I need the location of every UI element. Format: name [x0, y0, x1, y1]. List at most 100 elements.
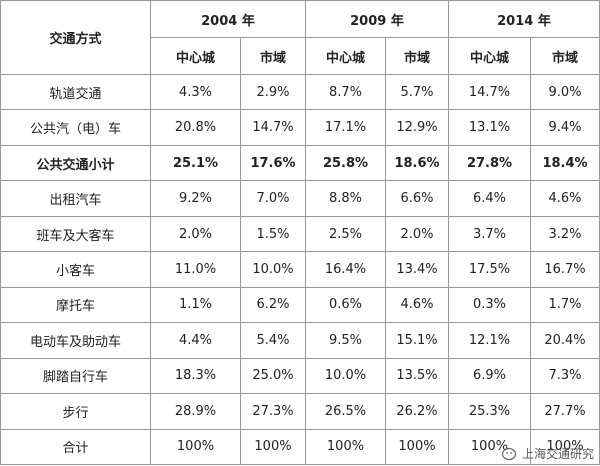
share-cell: 4.6%	[385, 286, 449, 324]
share-cell: 16.4%	[305, 251, 386, 288]
share-cell: 2.9%	[240, 73, 306, 111]
share-cell: 1.1%	[150, 286, 241, 324]
table-row: 班车及大客车 2.0% 1.5% 2.5% 2.0% 3.7% 3.2%	[0, 215, 600, 253]
area-header: 中心城	[448, 37, 531, 75]
share-cell: 14.7%	[240, 109, 306, 146]
watermark-text: 上海交通研究	[521, 447, 594, 461]
mode-label: 公共汽（电）车	[0, 109, 151, 146]
table-row: 步行 28.9% 27.3% 26.5% 26.2% 25.3% 27.7%	[0, 393, 600, 430]
table-row: 公共交通小计 25.1% 17.6% 25.8% 18.6% 27.8% 18.4%	[0, 144, 600, 182]
share-cell: 13.5%	[385, 357, 449, 395]
year-header: 2004 年	[150, 0, 306, 38]
table-row: 出租汽车 9.2% 7.0% 8.8% 6.6% 6.4% 4.6%	[0, 180, 600, 217]
share-cell: 3.2%	[530, 215, 600, 253]
share-cell: 10.0%	[305, 357, 386, 395]
share-cell: 0.3%	[448, 286, 531, 324]
mode-label: 电动车及助动车	[0, 322, 151, 359]
area-header: 中心城	[150, 37, 241, 75]
table-row: 轨道交通 4.3% 2.9% 8.7% 5.7% 14.7% 9.0%	[0, 73, 600, 111]
share-cell: 15.1%	[385, 322, 449, 359]
share-cell: 4.3%	[150, 73, 241, 111]
mode-label: 脚踏自行车	[0, 357, 151, 395]
share-cell: 25.3%	[448, 393, 531, 430]
share-cell: 26.2%	[385, 393, 449, 430]
share-cell: 7.3%	[530, 357, 600, 395]
header-row: 交通方式 2004 年 2009 年 2014 年	[0, 0, 600, 75]
share-cell: 2.0%	[150, 215, 241, 253]
share-cell: 9.2%	[150, 180, 241, 217]
share-cell: 18.3%	[150, 357, 241, 395]
share-cell: 100%	[530, 428, 600, 466]
mode-label: 班车及大客车	[0, 215, 151, 253]
share-cell: 25.1%	[150, 144, 241, 182]
share-cell: 18.6%	[385, 144, 449, 182]
share-cell: 9.5%	[305, 322, 386, 359]
mode-label: 摩托车	[0, 286, 151, 324]
share-cell: 20.4%	[530, 322, 600, 359]
share-cell: 8.7%	[305, 73, 386, 111]
table-row: 合计 100% 100% 100% 100% 100% 100%	[0, 428, 600, 466]
share-cell: 6.6%	[385, 180, 449, 217]
share-cell: 17.6%	[240, 144, 306, 182]
table-row: 小客车 11.0% 10.0% 16.4% 13.4% 17.5% 16.7%	[0, 251, 600, 288]
share-cell: 26.5%	[305, 393, 386, 430]
share-cell: 9.4%	[530, 109, 600, 146]
share-cell: 4.4%	[150, 322, 241, 359]
share-cell: 27.7%	[530, 393, 600, 430]
share-cell: 25.8%	[305, 144, 386, 182]
share-cell: 20.8%	[150, 109, 241, 146]
share-cell: 6.9%	[448, 357, 531, 395]
watermark: 上海交通研究	[501, 445, 594, 462]
share-cell: 13.4%	[385, 251, 449, 288]
mode-label: 公共交通小计	[0, 144, 151, 182]
share-cell: 3.7%	[448, 215, 531, 253]
share-cell: 8.8%	[305, 180, 386, 217]
share-cell: 13.1%	[448, 109, 531, 146]
share-cell: 17.5%	[448, 251, 531, 288]
mode-label: 小客车	[0, 251, 151, 288]
share-cell: 6.2%	[240, 286, 306, 324]
share-cell: 9.0%	[530, 73, 600, 111]
share-cell: 2.0%	[385, 215, 449, 253]
subheader-row: 中心城 市域 中心城 市域 中心城 市域	[1, 37, 600, 75]
share-cell: 100%	[240, 428, 306, 466]
share-cell: 11.0%	[150, 251, 241, 288]
share-cell: 2.5%	[305, 215, 386, 253]
share-cell: 28.9%	[150, 393, 241, 430]
share-cell: 100%	[385, 428, 449, 466]
header-title: 交通方式	[0, 0, 151, 75]
wechat-icon	[501, 447, 517, 460]
area-header: 市域	[385, 37, 449, 75]
share-cell: 12.1%	[448, 322, 531, 359]
table-row: 脚踏自行车 18.3% 25.0% 10.0% 13.5% 6.9% 7.3%	[0, 357, 600, 395]
share-cell: 4.6%	[530, 180, 600, 217]
share-cell: 12.9%	[385, 109, 449, 146]
share-cell: 1.7%	[530, 286, 600, 324]
share-cell: 16.7%	[530, 251, 600, 288]
share-cell: 27.8%	[448, 144, 531, 182]
share-cell: 100%	[305, 428, 386, 466]
table-row: 摩托车 1.1% 6.2% 0.6% 4.6% 0.3% 1.7%	[0, 286, 600, 324]
table-body: 轨道交通 4.3% 2.9% 8.7% 5.7% 14.7% 9.0% 公共汽（电）车 20.8…	[0, 73, 600, 466]
share-cell: 0.6%	[305, 286, 386, 324]
share-cell: 7.0%	[240, 180, 306, 217]
area-header: 市域	[240, 37, 306, 75]
share-cell: 5.7%	[385, 73, 449, 111]
table-row: 电动车及助动车 4.4% 5.4% 9.5% 15.1% 12.1% 20.4%	[0, 322, 600, 359]
mode-label: 步行	[0, 393, 151, 430]
table-row: 公共汽（电）车 20.8% 14.7% 17.1% 12.9% 13.1% 9.4%	[0, 109, 600, 146]
area-header: 市域	[530, 37, 600, 75]
share-cell: 100%	[448, 428, 531, 466]
share-cell: 18.4%	[530, 144, 600, 182]
mode-label: 合计	[0, 428, 151, 466]
share-cell: 100%	[150, 428, 241, 466]
mode-label: 轨道交通	[0, 73, 151, 111]
year-header: 2014 年	[448, 0, 600, 38]
year-header: 2009 年	[305, 0, 449, 38]
share-cell: 5.4%	[240, 322, 306, 359]
share-cell: 17.1%	[305, 109, 386, 146]
table-header: 交通方式 2004 年 2009 年 2014 年中心城 市域 中心城 市域 中心城 市域	[0, 0, 600, 75]
share-cell: 6.4%	[448, 180, 531, 217]
share-cell: 25.0%	[240, 357, 306, 395]
